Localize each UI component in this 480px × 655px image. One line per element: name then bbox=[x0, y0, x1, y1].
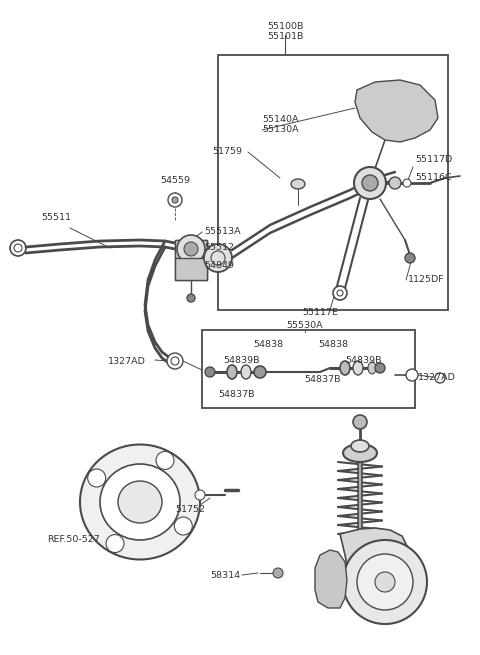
Circle shape bbox=[435, 373, 445, 383]
Text: 1125DF: 1125DF bbox=[408, 276, 444, 284]
Circle shape bbox=[403, 179, 411, 187]
Circle shape bbox=[405, 253, 415, 263]
Text: 51759: 51759 bbox=[212, 147, 242, 157]
Circle shape bbox=[375, 363, 385, 373]
Polygon shape bbox=[175, 240, 207, 280]
Circle shape bbox=[375, 572, 395, 592]
Circle shape bbox=[10, 240, 26, 256]
Circle shape bbox=[353, 415, 367, 429]
Text: 54837B: 54837B bbox=[305, 375, 341, 384]
Polygon shape bbox=[315, 550, 347, 608]
Ellipse shape bbox=[80, 445, 200, 559]
Text: 55117D: 55117D bbox=[415, 155, 452, 164]
Circle shape bbox=[273, 568, 283, 578]
Text: 54559: 54559 bbox=[160, 176, 190, 185]
Circle shape bbox=[156, 451, 174, 470]
Circle shape bbox=[172, 197, 178, 203]
Text: 54838: 54838 bbox=[253, 340, 283, 349]
Ellipse shape bbox=[241, 365, 251, 379]
Polygon shape bbox=[355, 80, 438, 142]
Text: 55512: 55512 bbox=[204, 244, 234, 252]
Ellipse shape bbox=[351, 440, 369, 452]
Ellipse shape bbox=[227, 365, 237, 379]
Bar bbox=[218, 55, 448, 310]
Polygon shape bbox=[175, 258, 207, 280]
Text: 55140A
55130A: 55140A 55130A bbox=[262, 115, 299, 134]
Text: 54849: 54849 bbox=[204, 261, 234, 269]
Text: 55100B
55101B: 55100B 55101B bbox=[267, 22, 303, 41]
Text: 1327AD: 1327AD bbox=[108, 357, 146, 366]
Circle shape bbox=[205, 367, 215, 377]
Circle shape bbox=[389, 177, 401, 189]
Text: 54839B: 54839B bbox=[224, 356, 260, 365]
Text: 51752: 51752 bbox=[175, 505, 205, 514]
Ellipse shape bbox=[343, 444, 377, 462]
Text: 58314: 58314 bbox=[210, 571, 240, 580]
Circle shape bbox=[168, 193, 182, 207]
Circle shape bbox=[362, 175, 378, 191]
Circle shape bbox=[204, 244, 232, 272]
Ellipse shape bbox=[340, 361, 350, 375]
Text: 1327AD: 1327AD bbox=[418, 373, 456, 383]
Circle shape bbox=[254, 366, 266, 378]
Circle shape bbox=[343, 540, 427, 624]
Circle shape bbox=[167, 353, 183, 369]
Circle shape bbox=[357, 554, 413, 610]
Text: 54838: 54838 bbox=[318, 340, 348, 349]
Circle shape bbox=[406, 369, 418, 381]
Circle shape bbox=[187, 294, 195, 302]
Circle shape bbox=[333, 286, 347, 300]
Ellipse shape bbox=[368, 362, 376, 374]
Ellipse shape bbox=[100, 464, 180, 540]
Text: 55530A: 55530A bbox=[287, 321, 324, 330]
Ellipse shape bbox=[353, 361, 363, 375]
Circle shape bbox=[106, 534, 124, 553]
Text: 54837B: 54837B bbox=[219, 390, 255, 399]
Text: 55513A: 55513A bbox=[204, 227, 240, 236]
Ellipse shape bbox=[291, 179, 305, 189]
Polygon shape bbox=[340, 528, 410, 612]
Circle shape bbox=[177, 235, 205, 263]
Text: 54839B: 54839B bbox=[346, 356, 382, 365]
Bar bbox=[202, 330, 415, 408]
Text: 55116C: 55116C bbox=[415, 174, 452, 183]
Ellipse shape bbox=[118, 481, 162, 523]
Circle shape bbox=[195, 490, 205, 500]
Circle shape bbox=[184, 242, 198, 256]
Circle shape bbox=[174, 517, 192, 535]
Text: 55117E: 55117E bbox=[302, 308, 338, 317]
Circle shape bbox=[88, 469, 106, 487]
Circle shape bbox=[354, 167, 386, 199]
Polygon shape bbox=[175, 240, 207, 258]
Text: REF.50-527: REF.50-527 bbox=[47, 535, 99, 544]
Text: 55511: 55511 bbox=[41, 213, 71, 222]
